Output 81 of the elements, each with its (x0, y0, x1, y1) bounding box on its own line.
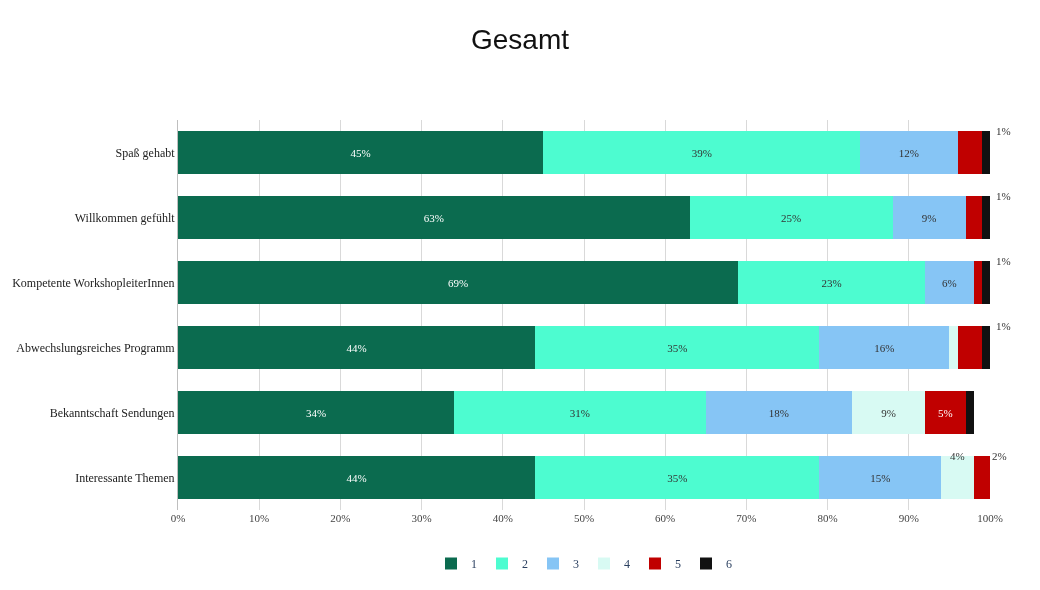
bar (949, 326, 958, 369)
bar (981, 131, 990, 174)
bar (925, 391, 966, 434)
bar (819, 456, 942, 499)
data-label: 34% (305, 406, 327, 419)
bar (178, 131, 544, 174)
y-tick-label: Bekanntschaft Sendungen (49, 405, 175, 420)
data-label: 4% (950, 450, 965, 462)
legend-label: 6 (726, 557, 732, 572)
x-tick-label: 60% (655, 512, 676, 524)
legend-label: 2 (522, 557, 528, 572)
bar (178, 326, 536, 369)
x-tick-label: 10% (249, 512, 270, 524)
data-label: 44% (346, 471, 367, 484)
bar (925, 261, 974, 304)
data-label: 9% (881, 406, 896, 419)
data-label: 5% (938, 406, 953, 419)
data-label: 12% (898, 146, 919, 159)
bar (860, 131, 958, 174)
data-label: 69% (448, 276, 469, 289)
bar (892, 196, 966, 239)
legend-label: 3 (573, 557, 579, 572)
data-label: 15% (870, 471, 891, 484)
bar (178, 261, 739, 304)
bar (851, 391, 926, 434)
bar (965, 391, 974, 434)
data-label: 2% (992, 450, 1007, 462)
y-tick-label: Interessante Themen (75, 470, 175, 485)
bar (973, 456, 990, 499)
x-tick-label: 20% (330, 512, 351, 524)
x-tick-label: 80% (817, 512, 838, 524)
x-tick-label: 0% (170, 512, 186, 524)
bar (957, 131, 982, 174)
x-tick-label: 100% (977, 512, 1003, 524)
legend-label: 4 (624, 557, 630, 572)
bar (973, 261, 982, 304)
data-label: 23% (821, 276, 842, 289)
data-label: 1% (996, 125, 1011, 137)
data-label: 1% (996, 255, 1011, 267)
data-label: 35% (667, 471, 688, 484)
data-label: 39% (691, 146, 712, 159)
data-label: 6% (942, 276, 957, 289)
y-tick-label: Spaß gehabt (115, 145, 176, 160)
data-label: 1% (996, 320, 1011, 332)
legend-label: 5 (675, 557, 681, 572)
y-tick-label: Willkommen gefühlt (74, 210, 176, 225)
x-tick-label: 50% (573, 512, 595, 524)
data-label: 9% (921, 211, 937, 224)
bar (178, 391, 455, 434)
data-label: 63% (423, 211, 444, 224)
bar (981, 326, 990, 369)
data-label: 31% (569, 406, 591, 419)
bar (981, 196, 990, 239)
bar (543, 131, 861, 174)
data-label: 35% (667, 341, 688, 354)
bar (705, 391, 852, 434)
bar (535, 456, 820, 499)
bar (965, 196, 982, 239)
chart-title: Gesamt (470, 24, 570, 56)
data-label: 44% (346, 341, 367, 354)
data-label: 16% (874, 341, 895, 354)
y-tick-label: Kompetente WorkshopleiterInnen (12, 275, 175, 290)
bar (981, 261, 990, 304)
bar (957, 326, 982, 369)
data-label: 18% (768, 406, 789, 419)
bar (535, 326, 820, 369)
data-label: 1% (996, 190, 1011, 202)
x-tick-label: 30% (411, 512, 432, 524)
data-label: 25% (780, 211, 802, 224)
legend-label: 1 (471, 557, 477, 572)
y-tick-label: Abwechslungsreiches Programm (16, 340, 176, 355)
bar (738, 261, 926, 304)
bar (454, 391, 706, 434)
data-label: 45% (350, 146, 371, 159)
bar (689, 196, 893, 239)
bar (178, 456, 536, 499)
bar (819, 326, 950, 369)
x-tick-label: 90% (898, 512, 919, 524)
x-tick-label: 40% (492, 512, 513, 524)
bar (178, 196, 690, 239)
x-tick-label: 70% (736, 512, 757, 524)
